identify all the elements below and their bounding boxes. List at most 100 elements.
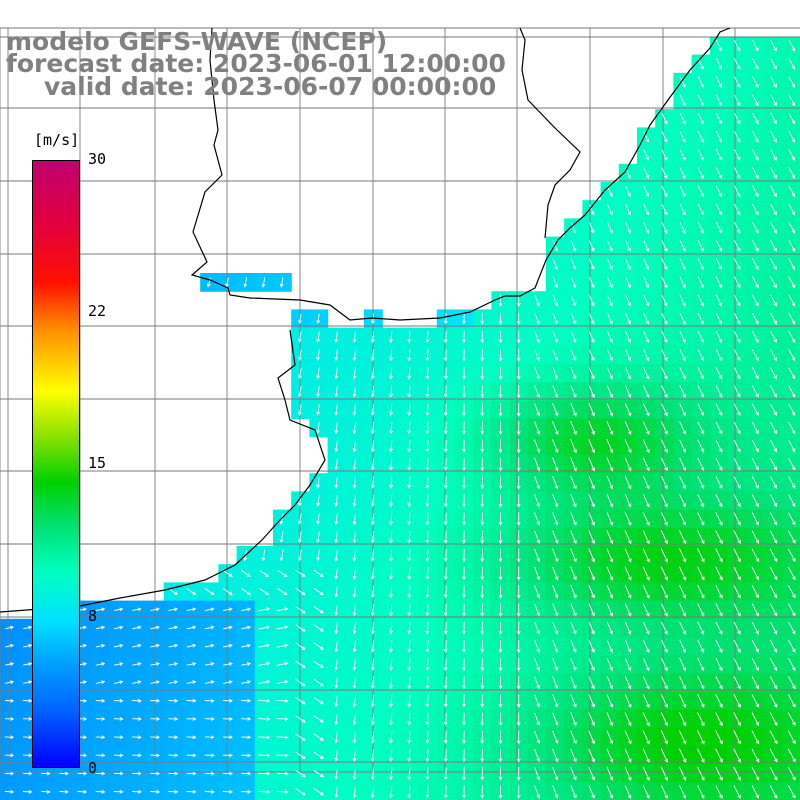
wind-arrow (498, 566, 503, 581)
wind-arrow (624, 712, 632, 727)
wind-speed-cell (782, 436, 800, 456)
wind-arrow (480, 621, 485, 635)
wind-arrow (588, 712, 595, 727)
wind-arrow (480, 457, 485, 472)
wind-arrow (752, 112, 759, 125)
rio-de-la-plata-shore (519, 27, 581, 239)
wind-arrow (480, 439, 485, 454)
wind-arrow (132, 753, 142, 758)
wind-arrow (389, 512, 393, 526)
wind-arrow (606, 621, 614, 635)
wind-arrow (316, 367, 320, 380)
wind-arrow (516, 730, 521, 745)
wind-arrow (316, 313, 321, 325)
coastline (190, 27, 731, 321)
wind-arrow (297, 531, 302, 544)
wind-arrow (132, 771, 142, 776)
wind-arrow (186, 662, 197, 666)
wind-arrow (407, 494, 412, 508)
wind-arrow (443, 458, 448, 471)
wind-arrow (679, 694, 687, 709)
wind-speed-cell (782, 36, 800, 56)
wind-arrow (679, 221, 686, 234)
wind-arrow (462, 512, 466, 526)
wind-arrow (425, 367, 430, 380)
wind-arrow (352, 785, 357, 799)
wind-arrow (642, 403, 650, 417)
wind-arrow (276, 679, 289, 685)
wind-speed-cell (291, 782, 310, 800)
wind-arrow (678, 530, 687, 545)
wind-arrow (715, 367, 723, 380)
wind-arrow (480, 403, 485, 417)
wind-arrow (624, 730, 632, 745)
wind-speed-cell (782, 182, 800, 201)
wind-arrow (625, 221, 631, 234)
wind-arrow (752, 167, 759, 180)
wind-arrow (588, 475, 595, 490)
wind-arrow (534, 548, 541, 563)
wind-arrow (715, 221, 723, 234)
wind-arrow (570, 712, 577, 727)
wind-arrow (787, 748, 796, 763)
wind-arrow (407, 331, 412, 344)
wind-arrow (733, 39, 741, 52)
wind-arrow (186, 680, 197, 685)
wind-arrow (113, 789, 124, 794)
wind-arrow (95, 698, 106, 703)
colorbar-tick-8: 8 (88, 607, 98, 625)
wind-arrow (588, 640, 595, 653)
wind-arrow (313, 678, 324, 687)
wind-arrow (660, 766, 668, 781)
wind-arrow (624, 566, 632, 581)
wind-arrow (588, 530, 595, 545)
wind-arrow (751, 439, 759, 453)
wind-arrow (770, 476, 778, 489)
wind-arrow (352, 549, 357, 562)
wind-arrow (316, 476, 320, 489)
wind-arrow (769, 548, 778, 563)
wind-arrow (697, 367, 705, 380)
wind-arrow (334, 494, 339, 507)
wind-arrow (4, 717, 15, 721)
wind-arrow (715, 439, 723, 453)
wind-arrow (661, 494, 668, 508)
wind-speed-cell (782, 382, 800, 401)
wind-arrow (643, 258, 650, 271)
wind-arrow (679, 639, 686, 653)
wind-speed-cell (782, 145, 800, 165)
wind-arrow (770, 240, 777, 252)
wind-arrow (733, 167, 741, 180)
wind-arrow (132, 625, 142, 630)
wind-arrow (534, 530, 541, 544)
wind-arrow (588, 240, 595, 252)
wind-arrow (498, 548, 503, 563)
wind-arrow (769, 694, 778, 708)
wind-arrow (297, 331, 302, 343)
wind-arrow (370, 640, 375, 653)
wind-arrow (389, 367, 393, 380)
wind-arrow (770, 149, 777, 161)
wind-speed-cell (782, 236, 800, 256)
wind-arrow (624, 530, 632, 545)
wind-arrow (389, 331, 393, 344)
wind-arrow (751, 712, 760, 727)
wind-arrow (697, 349, 704, 362)
south-coastline (0, 329, 326, 613)
wind-arrow (297, 367, 302, 380)
wind-speed-cell (782, 473, 800, 492)
wind-arrow (715, 766, 723, 781)
wind-arrow (733, 439, 741, 453)
wind-arrow (678, 730, 687, 745)
wind-arrow (715, 730, 723, 745)
wind-arrow (462, 367, 466, 380)
wind-arrow (679, 584, 687, 599)
wind-arrow (150, 698, 161, 703)
wind-arrow (462, 385, 466, 399)
wind-arrow (679, 294, 686, 307)
wind-arrow (606, 748, 614, 763)
wind-arrow (697, 94, 704, 107)
wind-arrow (352, 476, 357, 489)
wind-arrow (297, 513, 302, 526)
wind-arrow (697, 294, 704, 307)
